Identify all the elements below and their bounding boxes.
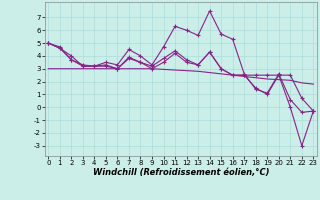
X-axis label: Windchill (Refroidissement éolien,°C): Windchill (Refroidissement éolien,°C) [92, 168, 269, 177]
